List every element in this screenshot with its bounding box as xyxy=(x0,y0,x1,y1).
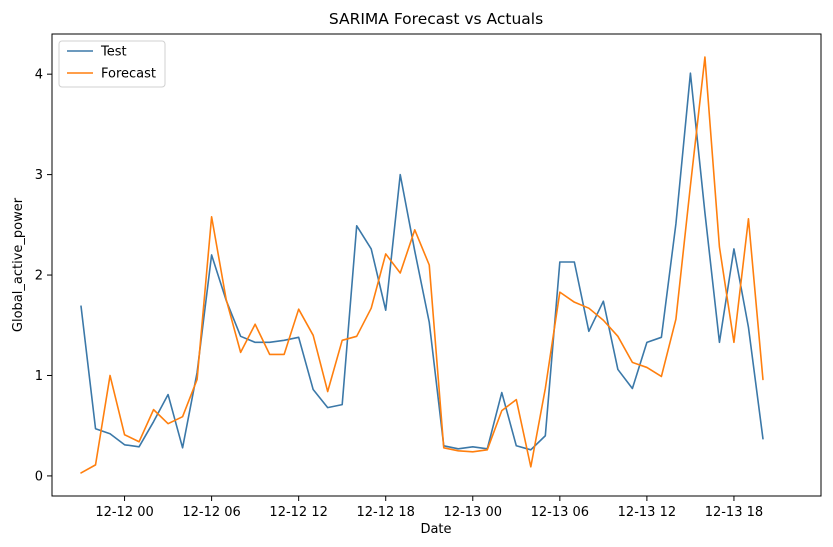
y-axis: 0 1 2 3 4 xyxy=(35,68,52,484)
x-tick-label: 12-12 06 xyxy=(182,505,240,520)
x-tick-label: 12-13 06 xyxy=(531,505,589,520)
x-axis-title: Date xyxy=(420,522,451,537)
legend-label: Test xyxy=(100,45,127,60)
y-tick-label: 3 xyxy=(35,168,43,183)
x-tick-label: 12-12 00 xyxy=(95,505,153,520)
legend-label: Forecast xyxy=(101,67,156,82)
y-tick-label: 0 xyxy=(35,469,43,484)
x-tick-label: 12-13 18 xyxy=(705,505,763,520)
x-tick-label: 12-13 12 xyxy=(618,505,676,520)
series-line-test xyxy=(80,72,764,451)
y-tick-label: 2 xyxy=(35,269,43,284)
y-tick-label: 1 xyxy=(35,369,43,384)
y-tick-label: 4 xyxy=(35,68,43,83)
series-layer xyxy=(80,56,764,474)
series-line-forecast xyxy=(80,56,764,474)
x-tick-label: 12-13 00 xyxy=(444,505,502,520)
y-axis-title: Global_active_power xyxy=(11,197,26,332)
legend-box xyxy=(58,40,166,88)
x-axis: 12-12 00 12-12 06 12-12 12 12-12 18 12-13 00… xyxy=(95,496,763,520)
chart-title: SARIMA Forecast vs Actuals xyxy=(329,10,543,28)
legend: Test Forecast xyxy=(58,40,166,88)
plot-frame xyxy=(51,33,822,497)
x-tick-label: 12-12 18 xyxy=(356,505,414,520)
x-tick-label: 12-12 12 xyxy=(269,505,327,520)
